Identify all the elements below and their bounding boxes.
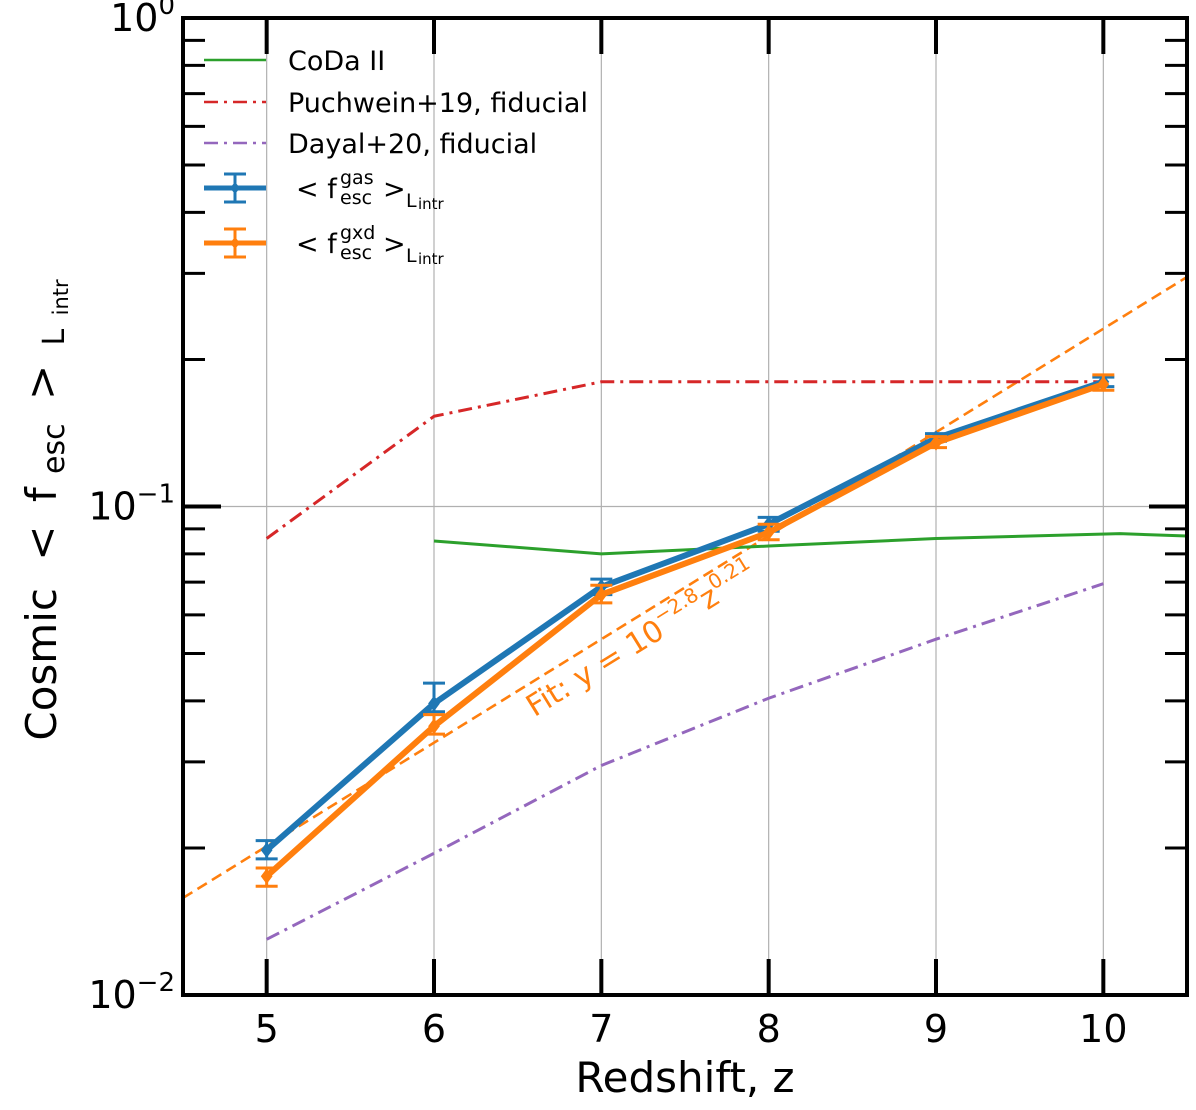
data-point: [428, 695, 440, 712]
legend-label-Lsub: intr: [418, 195, 445, 213]
legend-label-sub: esc: [340, 242, 372, 264]
y-tick-base: 10: [88, 485, 136, 529]
series-dayal: [265, 582, 1104, 941]
ticks: [183, 16, 1187, 997]
legend-label-base: < f: [296, 174, 338, 205]
legend-label-gt: >: [383, 174, 406, 205]
legend-label: Puchwein+19, fiducial: [288, 88, 588, 119]
legend-label-Lsub: intr: [418, 250, 445, 268]
series-coda: [433, 532, 1187, 556]
plot-area: [183, 275, 1187, 941]
fit-line: [183, 275, 1187, 900]
y-label-prefix: Cosmic: [17, 588, 66, 741]
legend: CoDa II Puchwein+19, fiducial Dayal+20, fi…: [204, 46, 588, 268]
data-point: [260, 842, 273, 858]
legend-label-L: L: [406, 190, 417, 212]
legend-label-sup: gas: [340, 167, 374, 189]
data-point: [260, 868, 273, 885]
y-tick-exponent: −2: [137, 968, 175, 998]
series-line: [265, 582, 1104, 941]
data-point: [1097, 376, 1110, 393]
series-line: [433, 532, 1187, 556]
data-point: [595, 586, 608, 603]
data-point: [762, 524, 775, 541]
legend-item-puchwein: Puchwein+19, fiducial: [204, 88, 588, 119]
y-tick-label: 10−1: [88, 480, 175, 529]
y-tick-base: 10: [88, 973, 136, 1017]
data-point: [428, 718, 440, 735]
x-tick-label: 10: [1079, 1007, 1127, 1051]
y-label-L-sub: intr: [49, 279, 73, 315]
x-tick-label: 8: [757, 1007, 781, 1051]
plot-frame: [181, 16, 1189, 997]
legend-label: CoDa II: [288, 46, 385, 77]
data-point: [930, 434, 942, 451]
y-tick-exponent: −1: [137, 480, 175, 510]
legend-item-coda: CoDa II: [204, 46, 385, 77]
x-tick-label: 6: [422, 1007, 446, 1051]
series-line: [264, 378, 1105, 853]
y-tick-label: 100: [110, 0, 175, 40]
y-label-lt: <: [17, 525, 66, 560]
x-tick-label: 9: [924, 1007, 948, 1051]
legend-label-L: L: [406, 245, 417, 267]
legend-label: Dayal+20, fiducial: [288, 129, 537, 160]
x-tick-label: 5: [255, 1007, 279, 1051]
x-axis-label: Redshift, z: [575, 1053, 794, 1102]
y-tick-base: 10: [110, 0, 158, 40]
series-gxd: [255, 373, 1115, 888]
legend-item-dayal: Dayal+20, fiducial: [204, 129, 537, 160]
y-tick-label: 10−2: [88, 968, 175, 1017]
x-tick-label: 7: [589, 1007, 613, 1051]
legend-label-sub: esc: [340, 187, 372, 209]
y-label-gt: >: [17, 365, 66, 400]
y-label-L: L: [37, 328, 72, 345]
legend-label-sup: gxd: [340, 222, 375, 244]
series-line: [264, 381, 1105, 879]
legend-label-base: < f: [296, 229, 338, 260]
y-label-f-sub: esc: [37, 423, 72, 474]
legend-marker: [230, 237, 240, 249]
y-label-f: f: [17, 486, 66, 502]
legend-label-gt: >: [383, 229, 406, 260]
y-tick-exponent: 0: [158, 0, 175, 21]
y-axis-label: Cosmic < f esc > L intr: [17, 279, 74, 741]
legend-marker: [230, 182, 240, 194]
